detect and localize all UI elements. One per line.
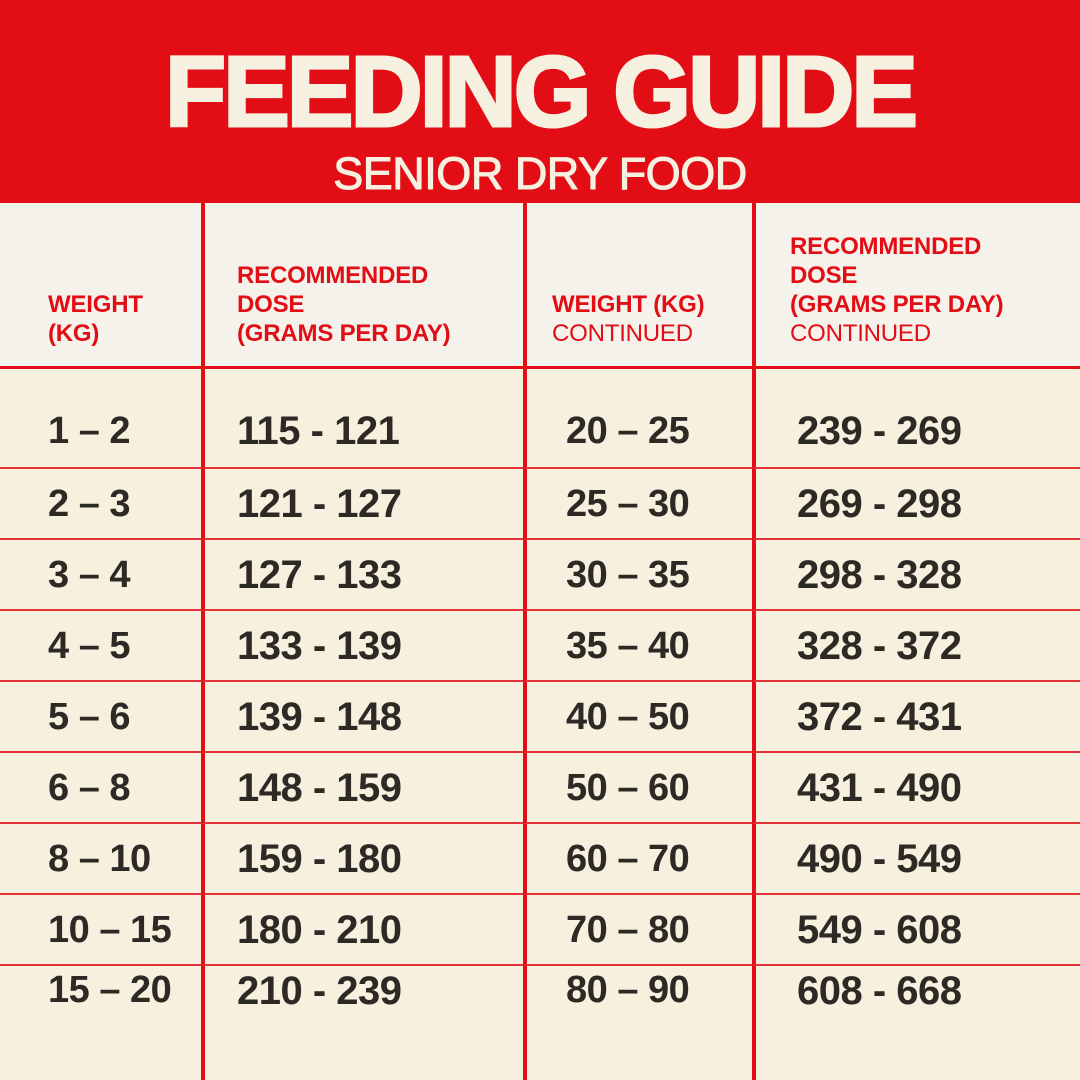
dose-range-cell: 148 - 159: [201, 753, 523, 824]
weight-range-cell: 1 – 2: [0, 369, 201, 469]
weight-range-cell: 4 – 5: [0, 611, 201, 682]
weight-range-cell: 8 – 10: [0, 824, 201, 895]
weight-column-header: WEIGHT (KG): [0, 203, 201, 369]
weight-continued-column-header: WEIGHT (KG) CONTINUED: [523, 203, 752, 369]
column-header-title: RECOMMENDED DOSE (GRAMS PER DAY): [790, 232, 1004, 318]
header-banner: FEEDING GUIDE SENIOR DRY FOOD: [0, 0, 1080, 203]
dose-range-cell: 269 - 298: [752, 469, 1080, 540]
column-header-title: WEIGHT (KG): [552, 290, 705, 318]
dose-range-cell: 115 - 121: [201, 369, 523, 469]
page-subtitle: SENIOR DRY FOOD: [333, 148, 748, 199]
weight-range-cell: 6 – 8: [0, 753, 201, 824]
weight-range-cell: 5 – 6: [0, 682, 201, 753]
dose-column-header: RECOMMENDED DOSE (GRAMS PER DAY): [201, 203, 523, 369]
dose-range-cell: 328 - 372: [752, 611, 1080, 682]
dose-range-cell: 298 - 328: [752, 540, 1080, 611]
weight-range-cell: 10 – 15: [0, 895, 201, 966]
dose-range-cell: 159 - 180: [201, 824, 523, 895]
weight-range-cell: 15 – 20: [0, 966, 201, 1080]
weight-range-cell: 3 – 4: [0, 540, 201, 611]
weight-range-cell: 2 – 3: [0, 469, 201, 540]
dose-range-cell: 608 - 668: [752, 966, 1080, 1080]
weight-range-cell: 80 – 90: [523, 966, 752, 1080]
dose-range-cell: 127 - 133: [201, 540, 523, 611]
dose-range-cell: 490 - 549: [752, 824, 1080, 895]
column-header-continued-label: CONTINUED: [552, 319, 693, 347]
weight-range-cell: 35 – 40: [523, 611, 752, 682]
weight-range-cell: 50 – 60: [523, 753, 752, 824]
dose-range-cell: 180 - 210: [201, 895, 523, 966]
dose-range-cell: 239 - 269: [752, 369, 1080, 469]
column-header-continued-label: CONTINUED: [790, 319, 931, 347]
dose-range-cell: 210 - 239: [201, 966, 523, 1080]
weight-range-cell: 30 – 35: [523, 540, 752, 611]
dose-range-cell: 431 - 490: [752, 753, 1080, 824]
dose-range-cell: 549 - 608: [752, 895, 1080, 966]
dose-range-cell: 372 - 431: [752, 682, 1080, 753]
dose-range-cell: 139 - 148: [201, 682, 523, 753]
weight-range-cell: 40 – 50: [523, 682, 752, 753]
dose-continued-column-header: RECOMMENDED DOSE (GRAMS PER DAY) CONTINU…: [752, 203, 1080, 369]
weight-range-cell: 20 – 25: [523, 369, 752, 469]
weight-range-cell: 60 – 70: [523, 824, 752, 895]
weight-range-cell: 70 – 80: [523, 895, 752, 966]
dose-range-cell: 133 - 139: [201, 611, 523, 682]
feeding-table: WEIGHT (KG) RECOMMENDED DOSE (GRAMS PER …: [0, 203, 1080, 1080]
weight-range-cell: 25 – 30: [523, 469, 752, 540]
page-title: FEEDING GUIDE: [164, 36, 920, 148]
column-header-title: RECOMMENDED DOSE (GRAMS PER DAY): [237, 261, 451, 347]
column-header-title: WEIGHT (KG): [48, 290, 143, 347]
dose-range-cell: 121 - 127: [201, 469, 523, 540]
